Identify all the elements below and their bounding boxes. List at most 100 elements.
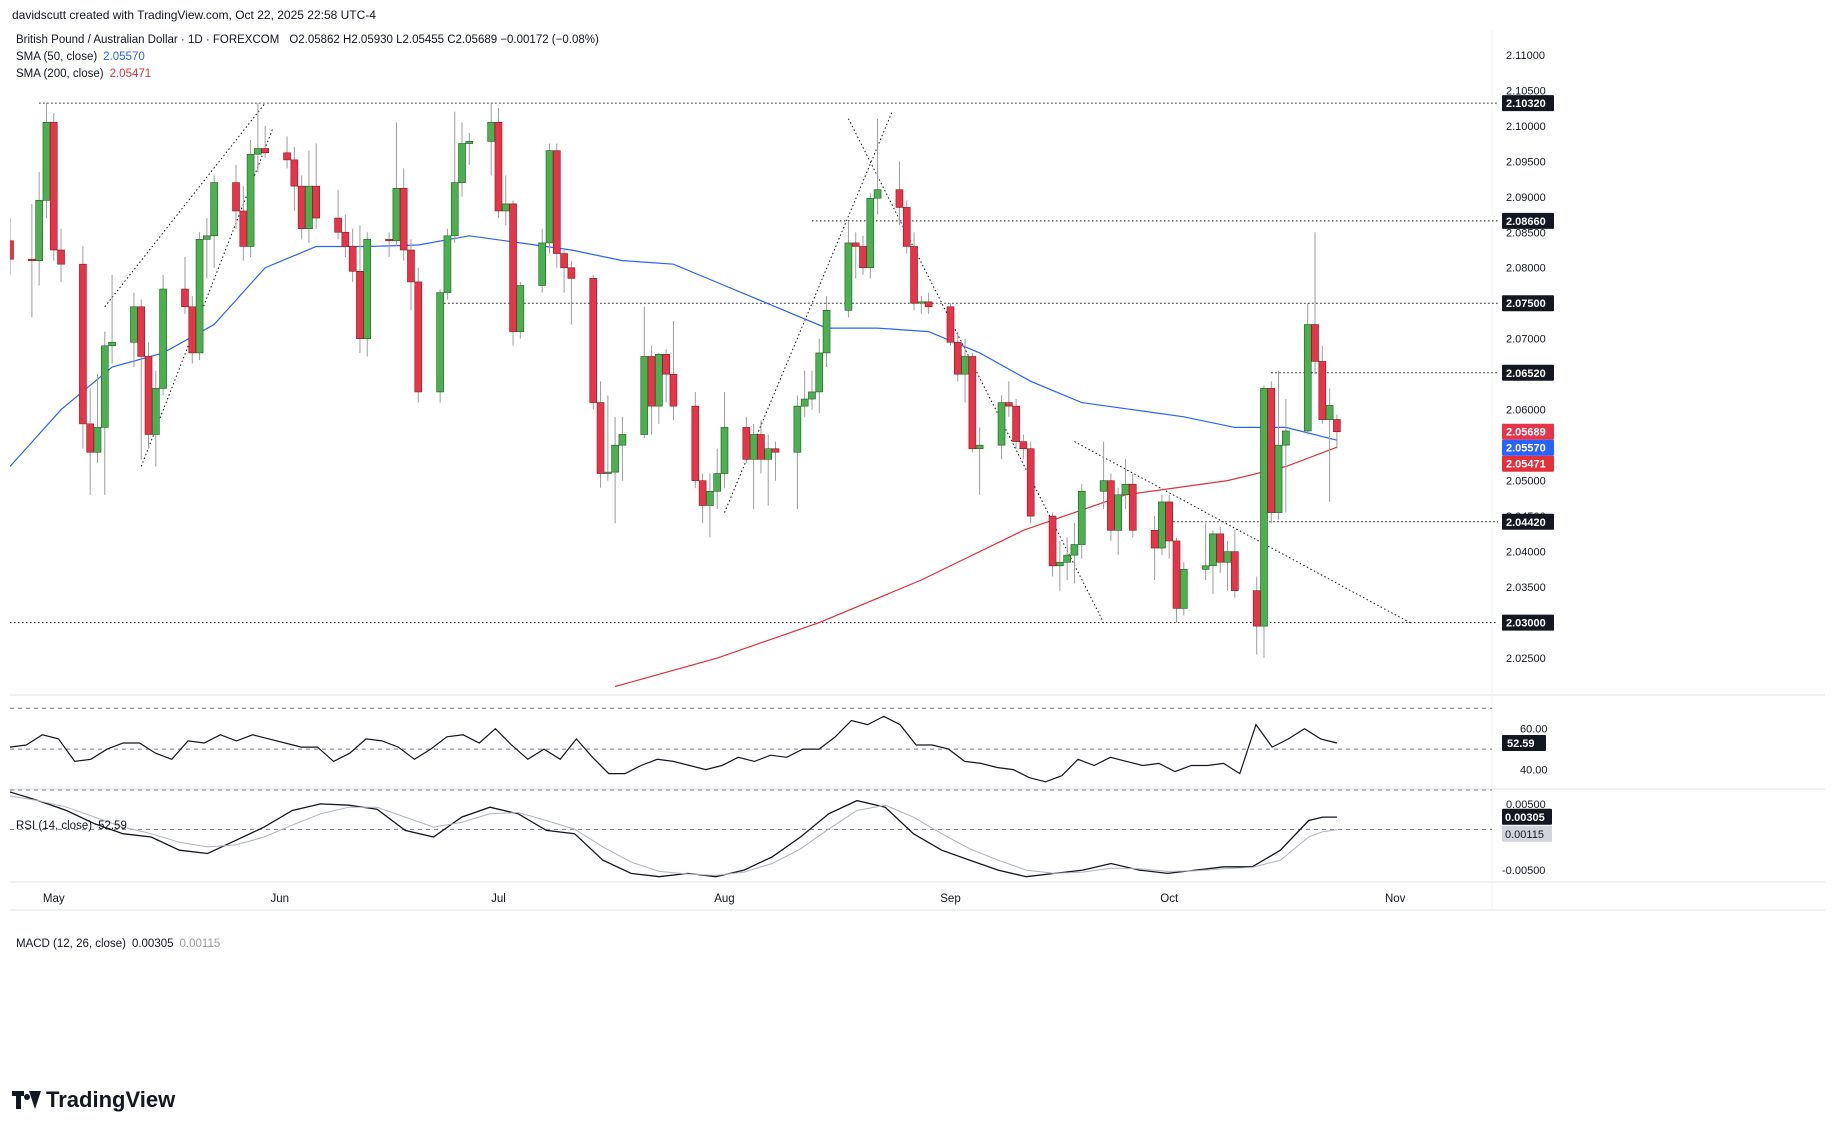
- candle-body: [866, 197, 875, 269]
- candle-body: [392, 187, 401, 242]
- candle-body: [822, 310, 831, 354]
- candle-body: [385, 239, 393, 242]
- candle-body: [1267, 388, 1276, 513]
- candle-body: [1158, 501, 1166, 549]
- candle-body: [144, 356, 153, 435]
- candle-body: [1252, 590, 1261, 627]
- candle-body: [348, 246, 357, 272]
- candle-body: [545, 150, 554, 244]
- price-badge: [1502, 439, 1554, 456]
- candle-body: [1099, 480, 1108, 492]
- candle-body: [254, 148, 262, 155]
- candle-body: [297, 185, 306, 230]
- tradingview-logo-text: TradingView: [46, 1087, 176, 1112]
- price-badge: [1502, 455, 1554, 472]
- candle-body: [1223, 551, 1232, 563]
- candle-body: [567, 267, 576, 279]
- legend-layer: British Pound / Australian Dollar · 1D ·…: [16, 34, 599, 950]
- candle-body: [1048, 515, 1057, 567]
- candle-body: [538, 242, 547, 286]
- price-badge-label: 2.05689: [1506, 427, 1546, 439]
- candle-body: [902, 207, 911, 247]
- price-badge-label: 2.04420: [1506, 517, 1546, 529]
- date-tick-label: Aug: [714, 893, 734, 905]
- candle-body: [647, 356, 656, 407]
- candle-body: [100, 345, 109, 428]
- macd-tick-label: -0.00500: [1502, 865, 1545, 877]
- axes-layer: 2.025002.030002.035002.040002.045002.050…: [43, 50, 1546, 905]
- price-badge: [1502, 513, 1554, 530]
- candle-body: [589, 278, 598, 403]
- candle-body: [363, 239, 372, 340]
- chart-caption: davidscutt created with TradingView.com,…: [12, 8, 376, 22]
- price-tick-label: 2.02500: [1506, 653, 1546, 665]
- date-tick-label: Nov: [1385, 893, 1406, 905]
- price-badges-layer: 2.10320 2.08660 2.07500 2.06520 2.05689 2.055…: [1502, 95, 1554, 631]
- candle-body: [494, 121, 503, 212]
- candle-body: [1019, 441, 1028, 450]
- candle-body: [1063, 554, 1071, 563]
- price-badge-label: 2.07500: [1506, 298, 1546, 310]
- candle-body: [742, 427, 751, 460]
- candle-body: [1005, 402, 1013, 407]
- trendline: [104, 102, 266, 308]
- candle-body: [195, 239, 204, 354]
- candle-body: [698, 480, 707, 506]
- macd-last-badge: [1502, 808, 1552, 825]
- candle-body: [407, 249, 415, 283]
- candle-body: [210, 182, 218, 237]
- candle-body: [86, 423, 94, 453]
- price-badge: [1502, 295, 1554, 312]
- price-tick-label: 2.04000: [1506, 547, 1546, 559]
- candle-body: [137, 306, 146, 357]
- price-tick-label: 2.07000: [1506, 334, 1546, 346]
- price-tick-label: 2.10000: [1506, 121, 1546, 133]
- candle-body: [181, 288, 189, 308]
- price-badge: [1502, 212, 1554, 229]
- rsi-line: [9, 715, 1338, 783]
- candle-body: [691, 405, 700, 481]
- candle-body: [487, 121, 495, 142]
- candle-body: [560, 253, 568, 269]
- macd-signal-line: [9, 795, 1337, 876]
- candle-body: [1165, 501, 1174, 542]
- candle-body: [924, 301, 933, 308]
- candle-body: [1231, 551, 1239, 591]
- candle-body: [79, 263, 87, 425]
- candle-body: [1311, 324, 1319, 362]
- candle-body: [130, 306, 138, 343]
- candle-body: [706, 490, 714, 506]
- price-badge: [1502, 614, 1554, 631]
- candle-body: [961, 356, 969, 375]
- candle-body: [1333, 419, 1341, 433]
- price-tick-label: 2.05000: [1506, 476, 1546, 488]
- sma200-line: [614, 446, 1338, 688]
- candle-body: [49, 121, 58, 251]
- candle-body: [312, 185, 321, 219]
- candle-body: [815, 352, 824, 393]
- macd-line: [9, 791, 1337, 878]
- candle-body: [669, 373, 678, 407]
- candle-body: [1318, 361, 1327, 420]
- tradingview-logo[interactable]: TradingView: [12, 1087, 175, 1113]
- price-tick-label: 2.03500: [1506, 582, 1546, 594]
- candle-body: [764, 448, 773, 460]
- price-badge: [1502, 95, 1554, 112]
- candle-body: [1303, 324, 1312, 432]
- macd-signal-badge: [1502, 825, 1552, 842]
- candle-body: [917, 301, 926, 304]
- rsi-tick-label: 60.00: [1520, 724, 1548, 736]
- candle-body: [757, 434, 765, 460]
- candle-body: [1274, 444, 1283, 513]
- candle-body: [1282, 430, 1290, 446]
- legend-sma200: SMA (200, close) 2.05471: [16, 68, 151, 80]
- price-badge-label: 2.05570: [1506, 443, 1546, 455]
- candle-body: [188, 306, 197, 354]
- candle-body: [28, 258, 36, 261]
- price-badge: [1502, 423, 1554, 440]
- candle-body: [1201, 565, 1210, 570]
- macd-last-badge-label: 0.00305: [1505, 812, 1545, 824]
- chart-frame[interactable]: 60.00 40.00 52.59 0.00500 -0.00500 0.00305 0.…: [6, 30, 1825, 1070]
- candle-body: [1128, 483, 1137, 531]
